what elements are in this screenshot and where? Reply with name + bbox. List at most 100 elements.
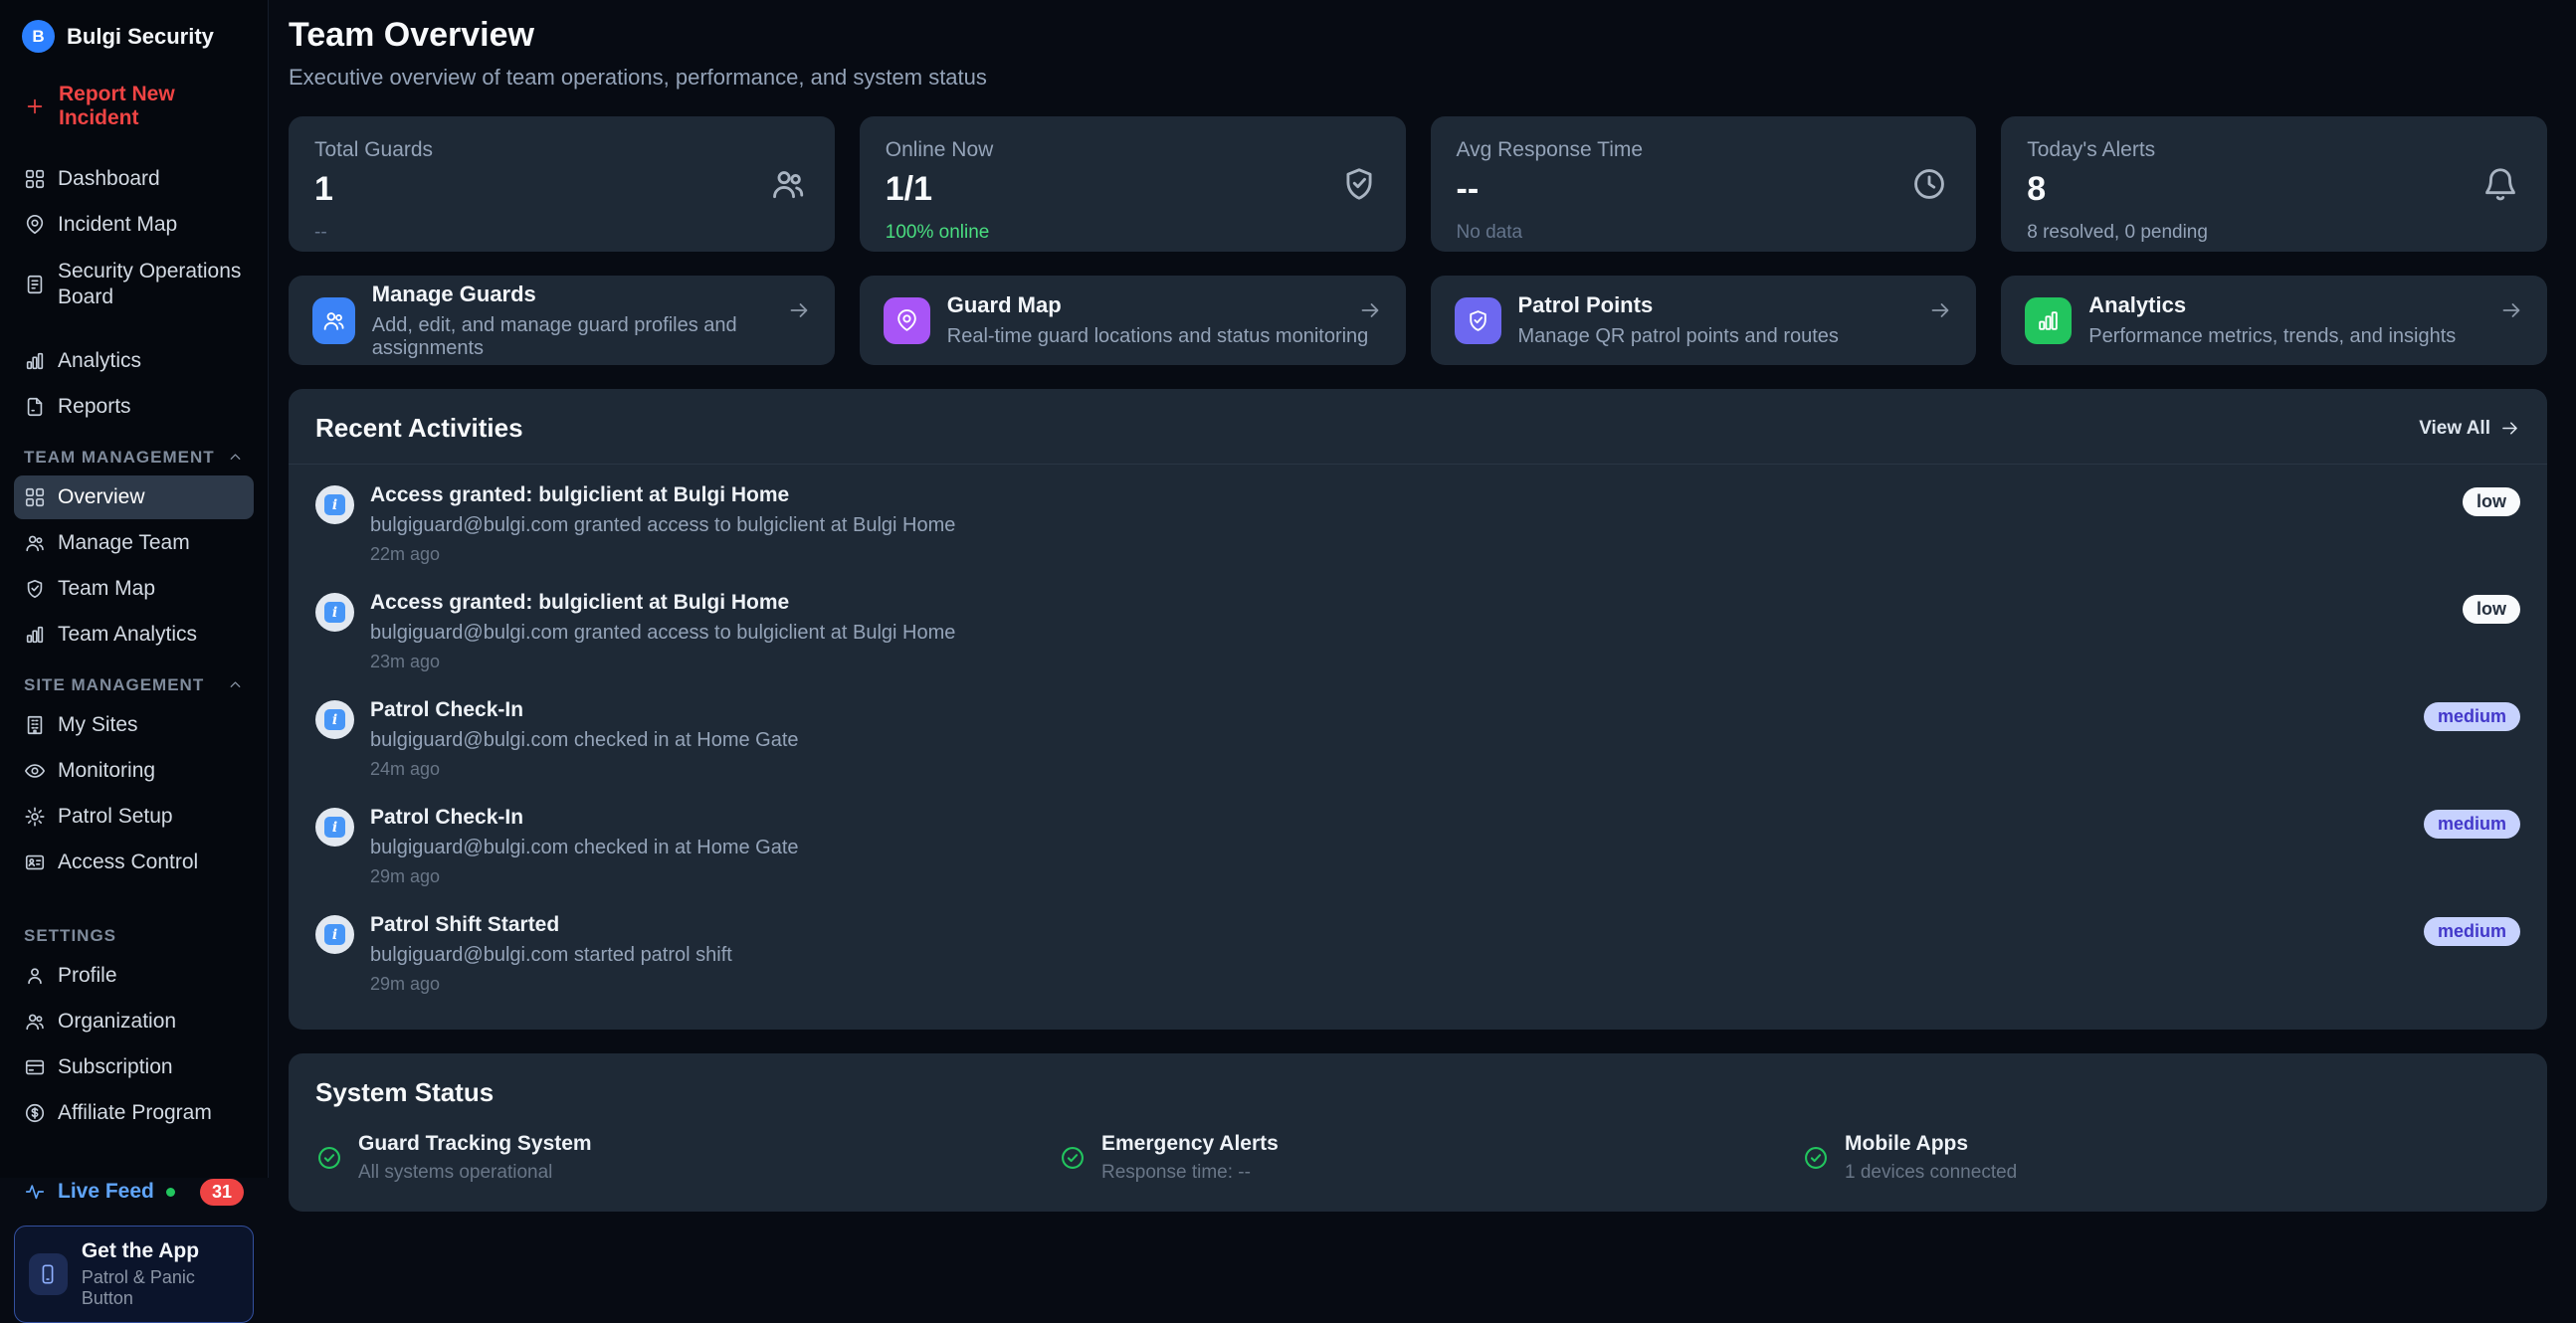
action-title: Guard Map bbox=[946, 292, 1062, 317]
stat-card-avg-response-time: Avg Response Time -- No data bbox=[1430, 116, 1977, 252]
activity-title: Access granted: bulgiclient at Bulgi Hom… bbox=[370, 483, 790, 506]
users-icon bbox=[769, 165, 807, 203]
sidebar-item-organization[interactable]: Organization bbox=[14, 1000, 254, 1043]
report-new-incident-button[interactable]: Report New Incident bbox=[14, 75, 254, 138]
stat-value: 1/1 bbox=[885, 170, 933, 208]
page-subtitle: Executive overview of team operations, p… bbox=[289, 65, 987, 90]
arrow-right-icon bbox=[2499, 298, 2523, 322]
stat-value: -- bbox=[1456, 170, 1480, 208]
sidebar-item-affiliate-program[interactable]: Affiliate Program bbox=[14, 1091, 254, 1135]
users-icon bbox=[312, 296, 355, 344]
activity-title: Patrol Shift Started bbox=[370, 913, 560, 936]
brand-logo: B bbox=[22, 20, 55, 53]
chevron-up-icon bbox=[227, 449, 244, 466]
activity-row: i Patrol Check-In bulgiguard@bulgi.com c… bbox=[315, 685, 2520, 793]
gear-icon bbox=[24, 806, 46, 828]
sidebar-item-analytics[interactable]: Analytics bbox=[14, 339, 254, 383]
stats-row: Total Guards 1 -- Online Now 1/1 100% on… bbox=[289, 116, 2547, 252]
system-status-mobile-apps: Mobile Apps 1 devices connected bbox=[1802, 1132, 2520, 1184]
map-pin-icon bbox=[883, 296, 930, 344]
action-card-guard-map[interactable]: Guard Map Real-time guard locations and … bbox=[859, 276, 1406, 365]
bell-icon bbox=[2481, 165, 2519, 203]
check-circle-icon bbox=[315, 1144, 343, 1172]
activity-desc: bulgiguard@bulgi.com started patrol shif… bbox=[370, 944, 732, 966]
action-desc: Add, edit, and manage guard profiles and… bbox=[371, 313, 737, 359]
recent-activities-panel: Recent Activities View All i Access gran… bbox=[289, 389, 2547, 1030]
sidebar-item-manage-team[interactable]: Manage Team bbox=[14, 521, 254, 565]
stat-label: Online Now bbox=[885, 138, 994, 161]
stat-sub: -- bbox=[314, 222, 327, 243]
sidebar-item-live-feed[interactable]: Live Feed 31 bbox=[14, 1171, 254, 1214]
sidebar-item-subscription[interactable]: Subscription bbox=[14, 1045, 254, 1089]
app-card-subtitle: Patrol & Panic Button bbox=[81, 1266, 195, 1308]
plus-icon bbox=[24, 95, 46, 117]
action-card-manage-guards[interactable]: Manage Guards Add, edit, and manage guar… bbox=[289, 276, 835, 365]
bar-chart-icon bbox=[24, 624, 46, 646]
info-icon: i bbox=[324, 602, 345, 623]
stat-card-online-now: Online Now 1/1 100% online bbox=[859, 116, 1406, 252]
sidebar-item-security-operations-board[interactable]: Security Operations Board bbox=[14, 250, 254, 320]
sidebar-item-reports[interactable]: Reports bbox=[14, 385, 254, 429]
action-card-patrol-points[interactable]: Patrol Points Manage QR patrol points an… bbox=[1430, 276, 1977, 365]
live-feed-count-badge: 31 bbox=[199, 1178, 244, 1206]
quick-actions-row: Manage Guards Add, edit, and manage guar… bbox=[289, 276, 2547, 365]
info-avatar: i bbox=[315, 915, 354, 954]
action-title: Patrol Points bbox=[1517, 292, 1654, 317]
shield-check-icon bbox=[1340, 165, 1378, 203]
section-team-management[interactable]: TEAM MANAGEMENT bbox=[24, 448, 244, 468]
user-icon bbox=[24, 965, 46, 987]
action-title: Manage Guards bbox=[371, 281, 536, 306]
stat-label: Avg Response Time bbox=[1456, 138, 1644, 161]
online-dot bbox=[165, 1187, 175, 1197]
app-card-title: Get the App bbox=[81, 1238, 200, 1262]
sidebar-item-profile[interactable]: Profile bbox=[14, 954, 254, 998]
stat-label: Today's Alerts bbox=[2027, 138, 2156, 161]
severity-badge: low bbox=[2463, 595, 2520, 624]
action-desc: Real-time guard locations and status mon… bbox=[946, 325, 1369, 347]
sidebar-item-access-control[interactable]: Access Control bbox=[14, 841, 254, 884]
info-avatar: i bbox=[315, 808, 354, 847]
severity-badge: medium bbox=[2423, 810, 2520, 839]
users-icon bbox=[24, 532, 46, 554]
activity-desc: bulgiguard@bulgi.com checked in at Home … bbox=[370, 837, 799, 858]
info-avatar: i bbox=[315, 485, 354, 524]
sidebar-item-team-analytics[interactable]: Team Analytics bbox=[14, 613, 254, 657]
sidebar-item-monitoring[interactable]: Monitoring bbox=[14, 749, 254, 793]
brand[interactable]: B Bulgi Security bbox=[14, 16, 254, 55]
action-card-analytics[interactable]: Analytics Performance metrics, trends, a… bbox=[2001, 276, 2547, 365]
sidebar-item-patrol-setup[interactable]: Patrol Setup bbox=[14, 795, 254, 839]
system-item-sub: 1 devices connected bbox=[1845, 1162, 2018, 1183]
arrow-right-icon bbox=[1928, 298, 1952, 322]
stat-label: Total Guards bbox=[314, 138, 434, 161]
activity-row: i Patrol Check-In bulgiguard@bulgi.com c… bbox=[315, 793, 2520, 900]
grid-icon bbox=[24, 486, 46, 508]
activity-desc: bulgiguard@bulgi.com checked in at Home … bbox=[370, 729, 799, 751]
recent-activities-title: Recent Activities bbox=[315, 413, 523, 443]
stat-sub: No data bbox=[1456, 222, 1523, 243]
sidebar-item-incident-map[interactable]: Incident Map bbox=[14, 203, 254, 247]
system-item-sub: All systems operational bbox=[358, 1162, 553, 1183]
activity-row: i Access granted: bulgiclient at Bulgi H… bbox=[315, 471, 2520, 578]
brand-name: Bulgi Security bbox=[67, 23, 214, 49]
system-item-title: Emergency Alerts bbox=[1101, 1132, 1279, 1155]
system-item-title: Mobile Apps bbox=[1845, 1132, 1969, 1155]
chevron-up-icon bbox=[227, 676, 244, 693]
board-icon bbox=[24, 274, 46, 295]
sidebar-item-my-sites[interactable]: My Sites bbox=[14, 703, 254, 747]
activity-time: 29m ago bbox=[370, 866, 441, 886]
activity-title: Patrol Check-In bbox=[370, 698, 524, 721]
sidebar: B Bulgi Security Report New Incident Das… bbox=[0, 0, 269, 1323]
activity-time: 24m ago bbox=[370, 759, 441, 779]
arrow-right-icon bbox=[2499, 418, 2520, 439]
get-the-app-card[interactable]: Get the App Patrol & Panic Button bbox=[14, 1225, 254, 1323]
sidebar-item-dashboard[interactable]: Dashboard bbox=[14, 157, 254, 201]
sidebar-item-team-map[interactable]: Team Map bbox=[14, 567, 254, 611]
view-all-link[interactable]: View All bbox=[2419, 418, 2520, 440]
grid-icon bbox=[24, 168, 46, 190]
divider bbox=[289, 464, 2547, 465]
sidebar-item-overview[interactable]: Overview bbox=[14, 474, 254, 519]
section-site-management[interactable]: SITE MANAGEMENT bbox=[24, 675, 244, 695]
activity-time: 23m ago bbox=[370, 652, 441, 671]
arrow-right-icon bbox=[1358, 298, 1382, 322]
info-icon: i bbox=[324, 817, 345, 838]
